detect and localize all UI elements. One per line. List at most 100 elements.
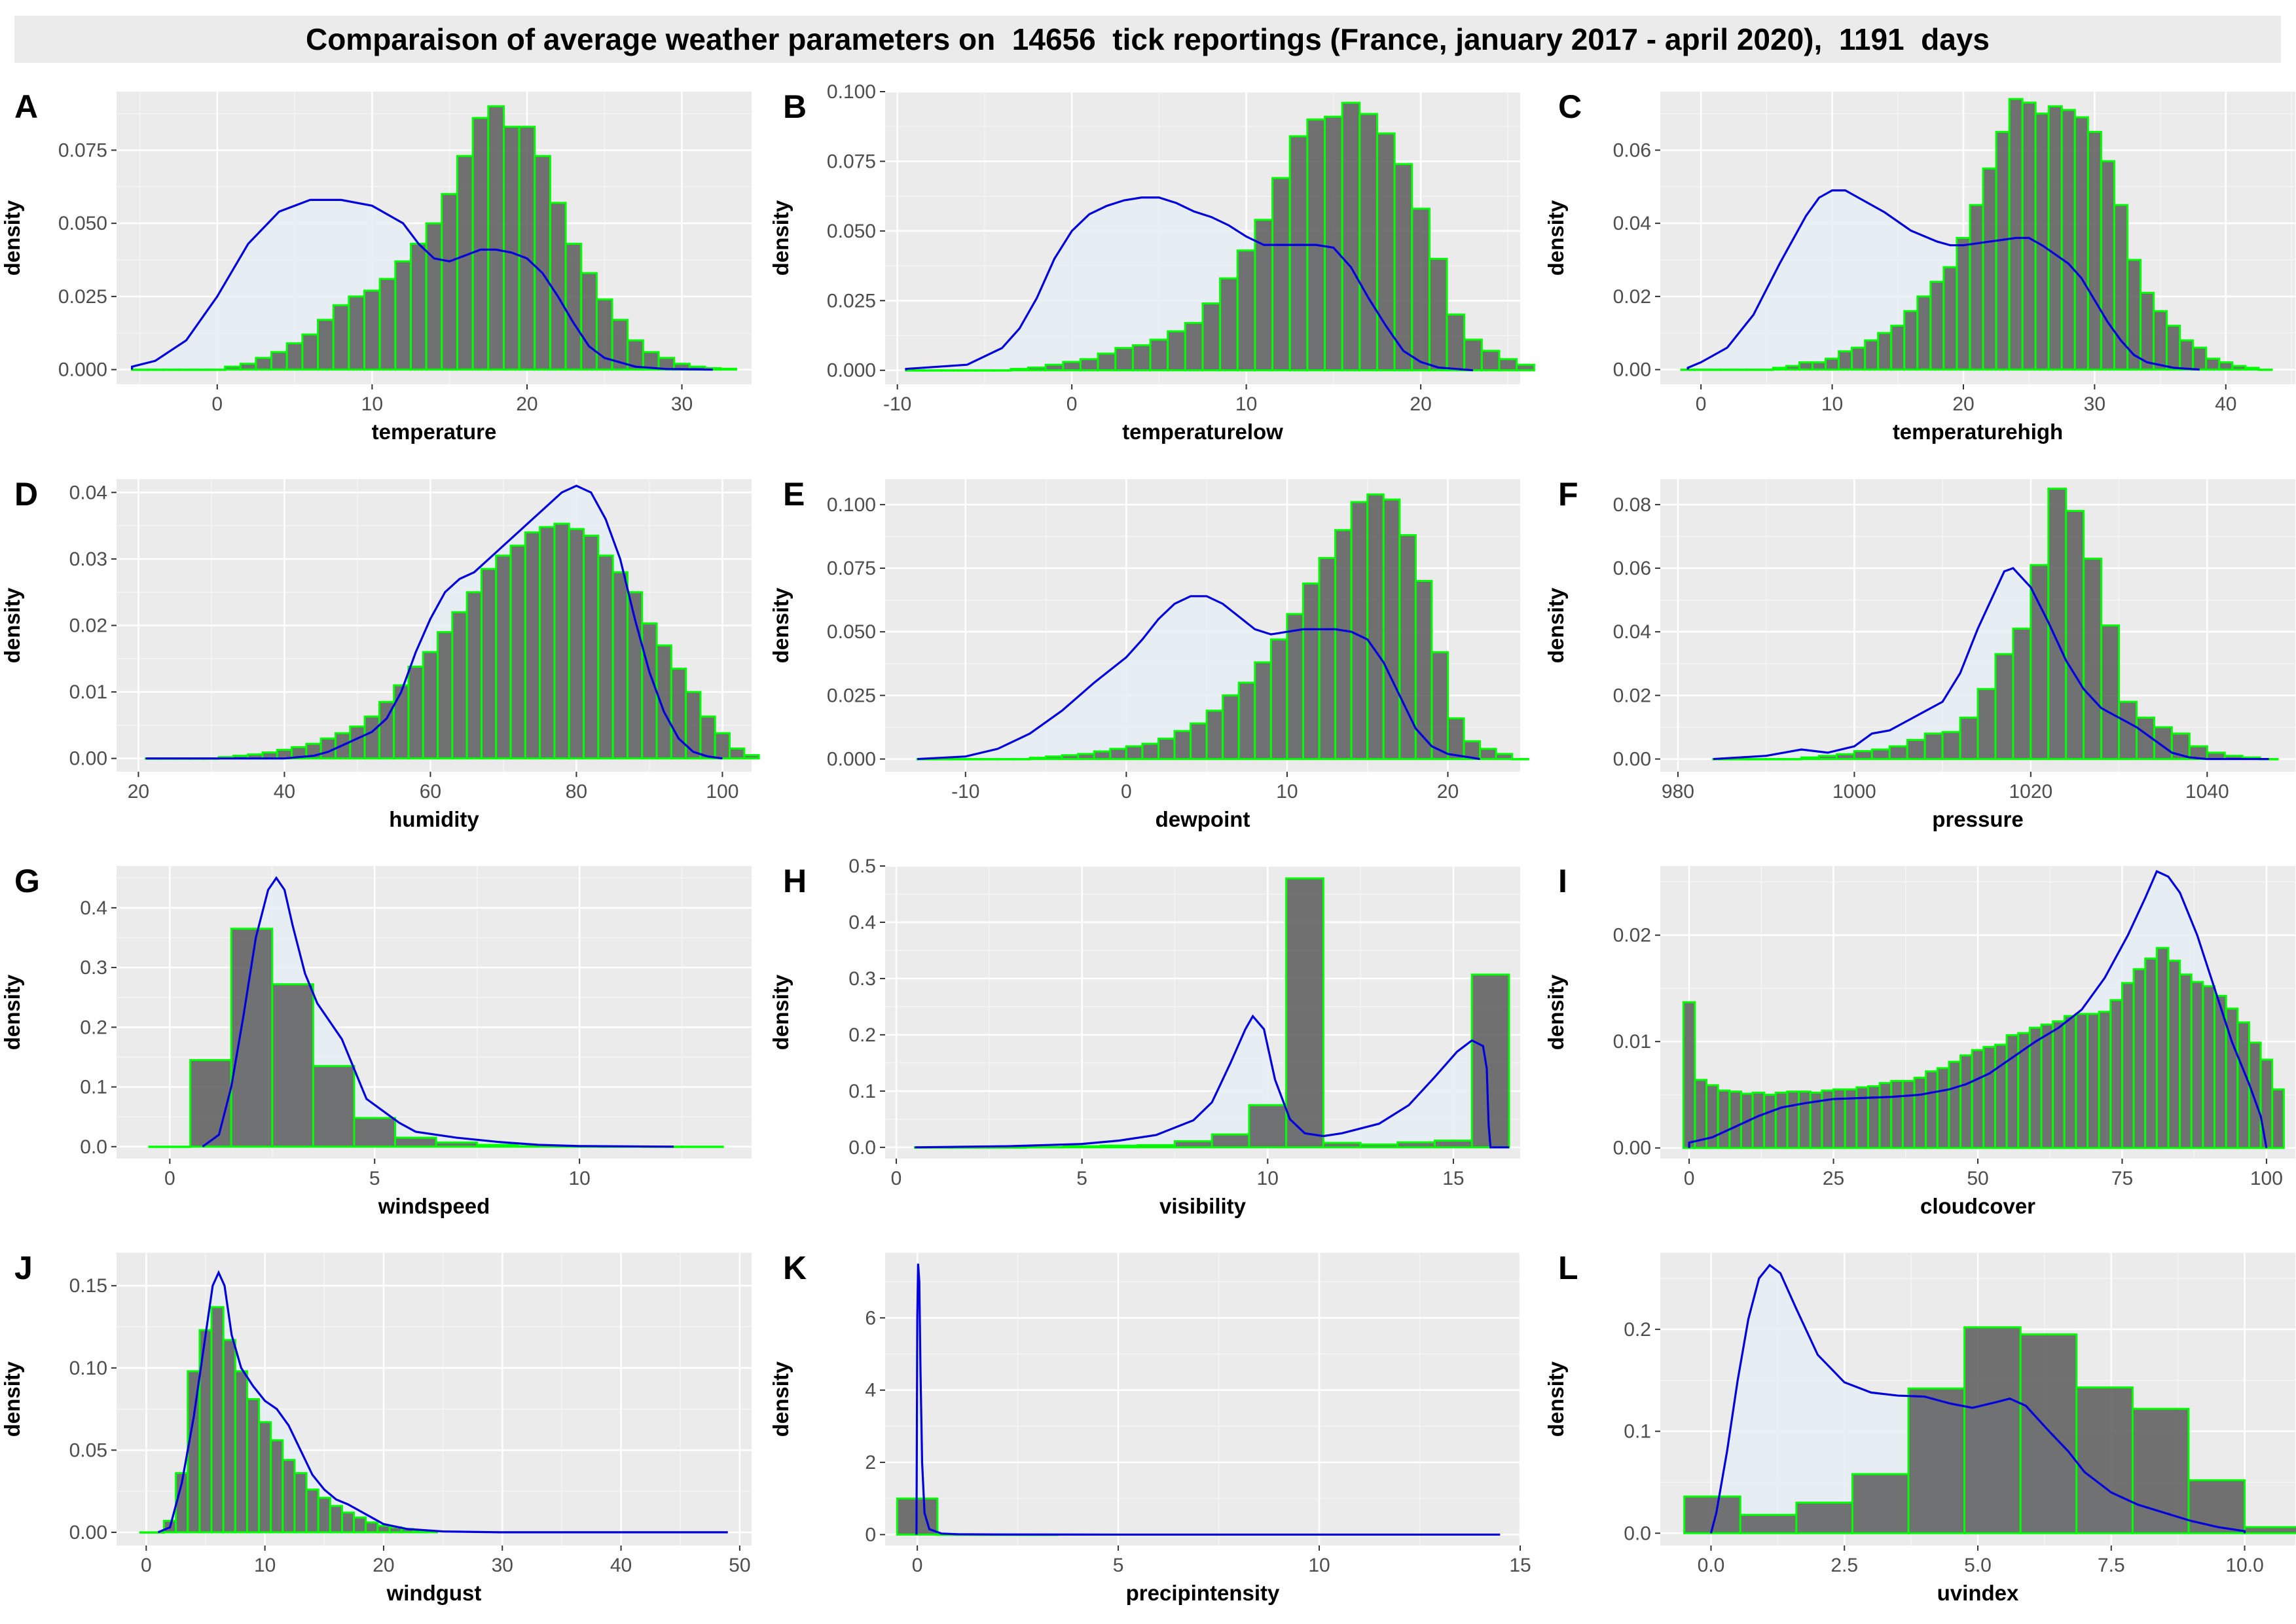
histogram-bar (1027, 366, 1047, 372)
histogram-bar (1285, 877, 1324, 1149)
histogram-bar (729, 747, 746, 760)
y-tick-label: 0.4 (80, 897, 107, 919)
histogram-bar (435, 1141, 479, 1148)
histogram-bar (980, 758, 999, 761)
histogram-bar (992, 369, 1012, 372)
histogram-bar (1430, 651, 1449, 761)
histogram-bar (1838, 350, 1853, 371)
x-tick-label: 1020 (2009, 781, 2052, 803)
histogram-bar (1012, 758, 1031, 761)
y-tick-label: 4 (865, 1380, 876, 1401)
histogram-bar (422, 651, 439, 760)
histogram-bar (1864, 339, 1880, 371)
histogram-bar (2075, 1386, 2134, 1534)
histogram-bar (2187, 1479, 2246, 1534)
x-axis-label: precipintensity (1126, 1581, 1280, 1605)
histogram-bar (539, 526, 556, 760)
x-tick-label: 0 (1684, 1168, 1695, 1189)
x-tick-label: 10 (1276, 781, 1298, 803)
histogram-bar (476, 1144, 519, 1148)
y-tick-label: 0.10 (69, 1358, 107, 1379)
density-area (158, 1272, 728, 1532)
histogram-bar (1446, 717, 1465, 761)
histogram-bar (2244, 367, 2260, 371)
histogram-bar (1061, 754, 1080, 761)
y-axis-label: density (769, 200, 793, 276)
y-tick-label: 0.2 (80, 1017, 107, 1038)
x-tick-label: 10 (568, 1168, 590, 1189)
histogram-bar (1190, 722, 1208, 761)
x-tick-label: -10 (883, 393, 911, 415)
histogram-bar (456, 154, 474, 371)
histogram-bar (255, 357, 273, 371)
x-tick-label: 0.0 (1698, 1555, 1725, 1576)
y-tick-label: 0.100 (827, 494, 876, 516)
y-tick-label: 0.05 (69, 1439, 107, 1461)
x-tick-label: 0 (891, 1168, 902, 1189)
histogram-bar (996, 758, 1015, 761)
x-tick-label: 2.5 (1831, 1555, 1858, 1576)
x-tick-label: 5.0 (1964, 1555, 1992, 1576)
histogram-bar (1359, 1144, 1399, 1149)
y-tick-label: 0.075 (58, 139, 107, 161)
x-axis-label: visibility (1159, 1194, 1247, 1218)
density-curve (145, 484, 723, 760)
y-tick-label: 0.0 (848, 1137, 876, 1159)
histogram-bar (271, 983, 314, 1148)
panel-k: 0 5 10 15 0 2 4 6 precipintensity density K (769, 1250, 1531, 1605)
y-tick-label: 0.08 (1613, 494, 1651, 516)
histogram-bar (139, 1531, 153, 1534)
histogram-bar (1302, 582, 1321, 761)
histogram-bar (509, 545, 526, 760)
y-axis-label: density (1544, 587, 1568, 663)
histogram-bar (2179, 339, 2195, 371)
histogram-bar (583, 534, 600, 760)
y-tick-label: 0.04 (69, 482, 107, 503)
y-tick-label: 0.5 (848, 856, 876, 877)
histogram-bar (2202, 985, 2216, 1149)
y-tick-label: 0.075 (827, 151, 876, 172)
histogram-bar (905, 369, 925, 372)
x-tick-label: 25 (1823, 1168, 1844, 1189)
histogram-bar (151, 1531, 166, 1534)
histogram-bar (2060, 109, 2076, 371)
y-tick-label: 0.15 (69, 1275, 107, 1297)
histogram-bar (1286, 613, 1304, 761)
histogram-bar (1125, 745, 1144, 761)
histogram-bar (317, 319, 335, 371)
y-tick-label: 0.00 (69, 748, 107, 770)
histogram-bar (441, 192, 458, 371)
y-tick-label: 0.04 (1613, 621, 1651, 643)
histogram-bar (2271, 1088, 2285, 1149)
y-axis-label: density (1544, 1361, 1568, 1437)
x-tick-label: 40 (610, 1555, 632, 1576)
histogram-bar (568, 528, 585, 760)
histogram-bar (1818, 755, 1838, 761)
histogram-bar (1236, 249, 1256, 372)
x-tick-label: 30 (2084, 393, 2105, 415)
histogram-bar (1867, 1085, 1881, 1149)
histogram-bar (2047, 488, 2068, 761)
density-curve (202, 876, 674, 1148)
panel-tag: C (1558, 88, 1582, 125)
panel-g: 0 5 10 0.0 0.1 0.2 0.3 0.4 windspeed density G (0, 863, 752, 1218)
histogram-bar (2118, 700, 2138, 761)
x-tick-label: 1040 (2185, 781, 2229, 803)
histogram-bar (1205, 710, 1224, 761)
histogram-bar (1511, 758, 1529, 761)
histogram-bar (1907, 1387, 1966, 1534)
histogram-bar (2075, 1013, 2089, 1149)
density-curve (1709, 1263, 2246, 1534)
y-tick-label: 0.06 (1613, 139, 1651, 161)
histogram-bar (1010, 368, 1030, 372)
histogram-bar (2012, 627, 2032, 761)
y-axis-label: density (769, 1361, 793, 1437)
histogram-bar (1994, 1043, 2008, 1149)
density-curve (1686, 189, 2200, 371)
x-axis-label: pressure (1932, 807, 2023, 831)
histogram-bar (1097, 352, 1117, 372)
histogram-bar (1376, 132, 1396, 372)
histogram-bar (1288, 135, 1309, 372)
histogram-bar (1480, 350, 1501, 372)
y-tick-label: 0.000 (58, 359, 107, 381)
